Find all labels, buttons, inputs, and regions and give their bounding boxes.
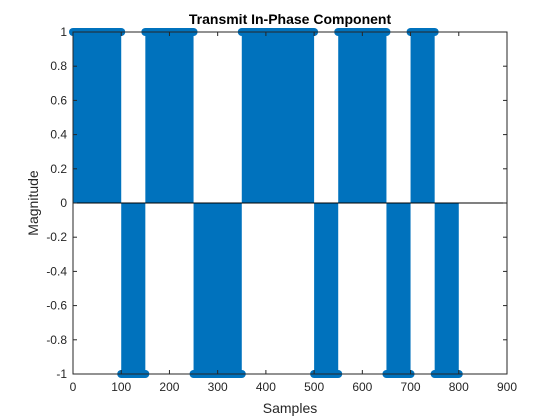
stem-block-2: [145, 32, 194, 203]
x-axis-label: Samples: [263, 400, 317, 416]
stem-block-8: [410, 32, 435, 203]
chart-title: Transmit In-Phase Component: [189, 11, 392, 27]
y-tick-label-10: 1: [60, 25, 67, 39]
y-tick-label-8: 0.6: [50, 93, 67, 107]
y-tick-label-5: 0: [60, 196, 67, 210]
y-axis: -1 -0.8 -0.6 -0.4 -0.2 0 0.2 0.4 0.6 0.8 1: [46, 25, 507, 381]
stem-block-5: [314, 203, 339, 374]
x-axis: 0 100 200 300 400 500 600 700 800 900: [70, 32, 517, 394]
y-tick-label-7: 0.4: [50, 128, 67, 142]
x-tick-label-2: 200: [159, 380, 179, 394]
y-tick-label-3: -0.4: [46, 264, 67, 278]
stem-block-3: [193, 203, 242, 374]
y-tick-label-4: -0.2: [46, 230, 67, 244]
x-tick-label-9: 900: [497, 380, 517, 394]
y-tick-label-1: -0.8: [46, 333, 67, 347]
stem-block-6: [338, 32, 387, 203]
x-tick-label-8: 800: [449, 380, 469, 394]
stem-block-4: [241, 32, 315, 203]
x-tick-label-1: 100: [111, 380, 131, 394]
x-tick-label-5: 500: [304, 380, 324, 394]
x-tick-label-6: 600: [352, 380, 372, 394]
stem-block-1: [121, 203, 146, 374]
stem-block-7: [386, 203, 411, 374]
stem-block-9: [434, 203, 459, 374]
x-tick-label-4: 400: [256, 380, 276, 394]
y-axis-label: Magnitude: [25, 170, 41, 236]
y-tick-label-0: -1: [56, 367, 67, 381]
x-tick-label-0: 0: [70, 380, 77, 394]
x-tick-label-3: 300: [208, 380, 228, 394]
y-tick-label-6: 0.2: [50, 162, 67, 176]
y-tick-label-9: 0.8: [50, 59, 67, 73]
y-tick-label-2: -0.6: [46, 299, 67, 313]
x-tick-label-7: 700: [401, 380, 421, 394]
stem-block-0: [73, 32, 122, 203]
